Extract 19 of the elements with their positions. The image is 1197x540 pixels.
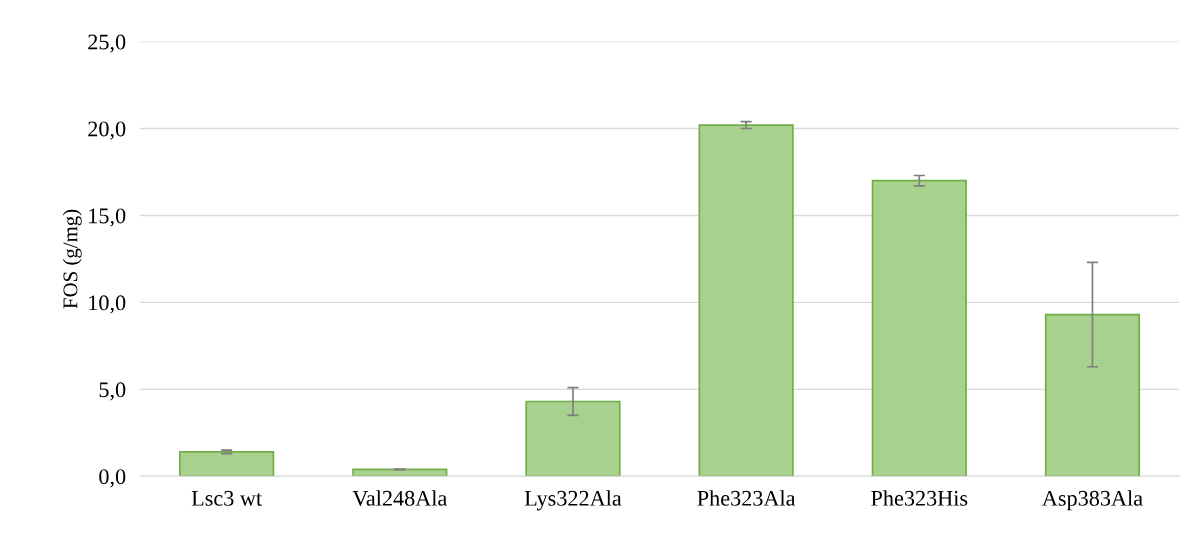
bar	[179, 451, 275, 477]
bar	[698, 124, 794, 477]
x-tick-label: Lsc3 wt	[191, 490, 262, 506]
y-tick-label: 10,0	[89, 295, 126, 314]
y-tick-label: 5,0	[99, 382, 126, 401]
x-tick-label: Phe323Ala	[697, 490, 796, 506]
y-axis-title: FOS (g/mg)	[62, 209, 82, 309]
y-tick-label: 20,0	[88, 121, 126, 140]
x-tick-label: Lys322Ala	[524, 490, 622, 511]
bar	[525, 400, 621, 477]
y-tick-label: 25,0	[88, 34, 126, 53]
bar	[352, 468, 448, 477]
bar	[1044, 313, 1141, 477]
x-tick-label: Asp383Ala	[1042, 490, 1143, 511]
x-tick-label: Phe323His	[871, 490, 968, 506]
y-tick-label: 15,0	[89, 208, 126, 227]
bar	[871, 179, 967, 477]
y-tick-label: 0,0	[99, 469, 126, 488]
x-tick-label: Val248Ala	[352, 490, 448, 506]
